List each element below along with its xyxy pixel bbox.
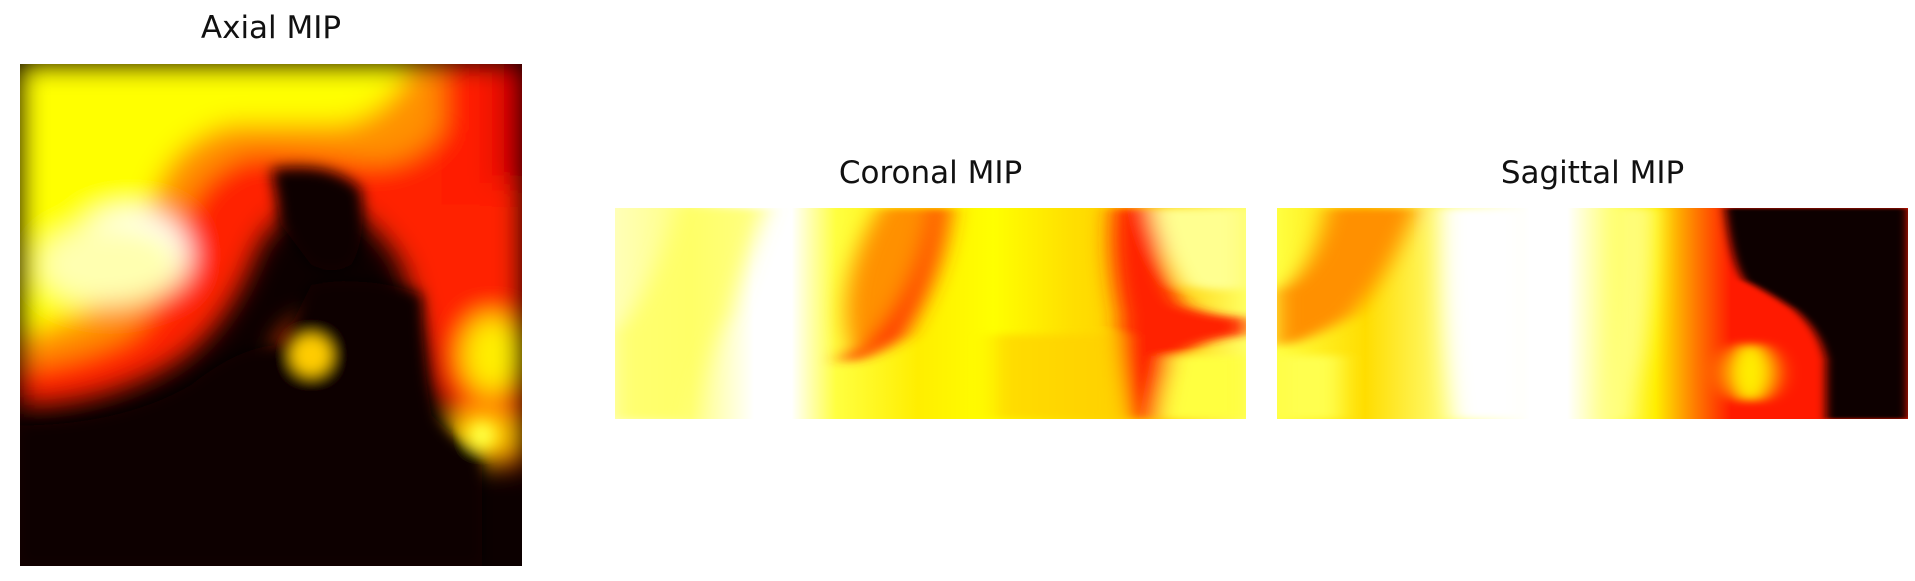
coronal-mip-image (615, 208, 1246, 419)
sagittal-mip-heatmap (1277, 208, 1908, 419)
axial-mip-heatmap (20, 64, 522, 566)
axial-mip-image (20, 64, 522, 566)
sagittal-mip-title: Sagittal MIP (1500, 155, 1685, 191)
sagittal-mip-image (1277, 208, 1908, 419)
coronal-mip-title: Coronal MIP (838, 155, 1023, 191)
coronal-mip-heatmap (615, 208, 1246, 419)
axial-mip-title: Axial MIP (200, 10, 342, 46)
